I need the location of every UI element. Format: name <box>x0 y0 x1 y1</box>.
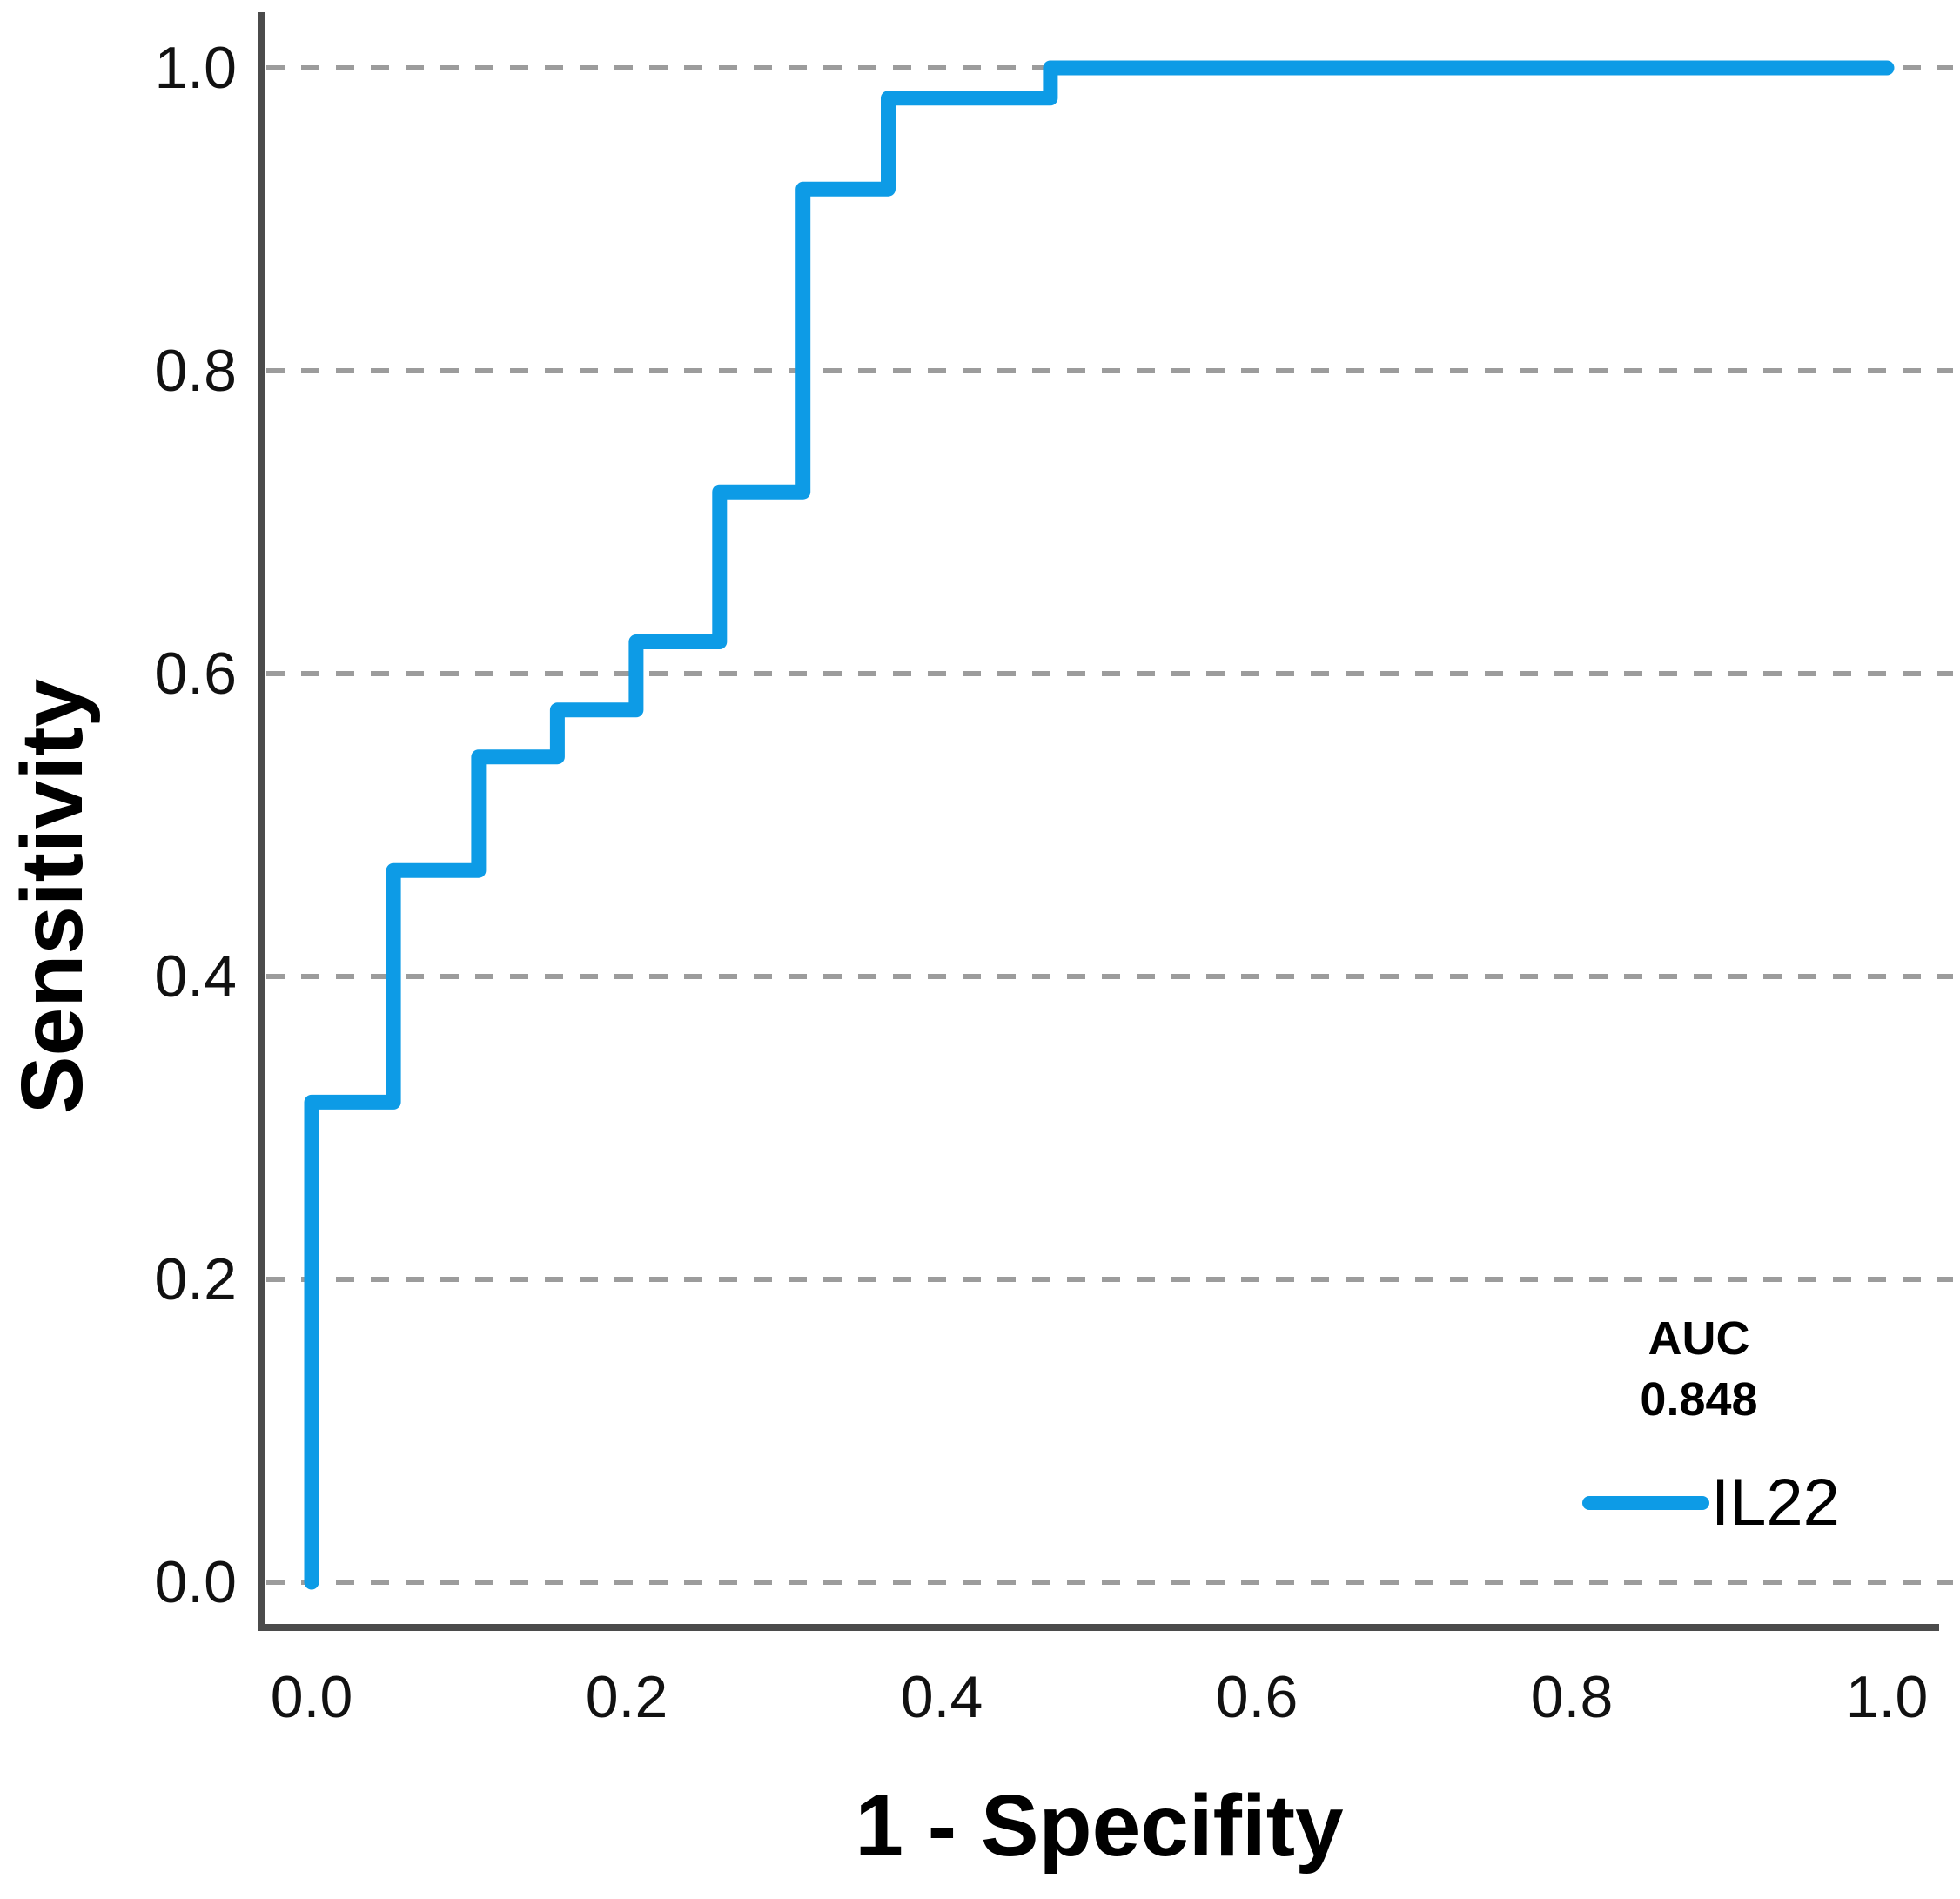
x-axis-title: 1 - Specifity <box>855 1777 1344 1875</box>
legend-series-label: IL22 <box>1711 1466 1840 1540</box>
axis-lines <box>258 12 1939 1631</box>
x-tick-label: 0.6 <box>1215 1664 1299 1730</box>
y-tick-label: 0.2 <box>154 1246 237 1312</box>
y-tick-label: 0.8 <box>154 338 237 404</box>
y-tick-label: 0.6 <box>154 641 237 707</box>
x-tick-label: 0.2 <box>585 1664 668 1730</box>
roc-curve <box>304 60 1895 1590</box>
legend-auc-heading: AUC <box>1648 1312 1750 1365</box>
y-tick-label: 1.0 <box>154 35 237 101</box>
y-tick-label: 0.0 <box>154 1549 237 1615</box>
x-tick-label: 0.4 <box>900 1664 983 1730</box>
x-tick-label: 0.8 <box>1530 1664 1614 1730</box>
x-tick-label: 1.0 <box>1845 1664 1929 1730</box>
y-tick-label: 0.4 <box>154 943 237 1010</box>
legend-auc-value: 0.848 <box>1640 1373 1758 1426</box>
x-tick-label: 0.0 <box>270 1664 353 1730</box>
